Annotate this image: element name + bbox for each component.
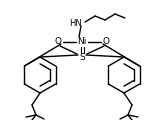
Text: O: O [102,37,110,46]
Text: HN: HN [70,19,82,29]
Text: S: S [79,54,85,63]
Text: Ni: Ni [77,37,87,46]
Text: O: O [54,37,62,46]
